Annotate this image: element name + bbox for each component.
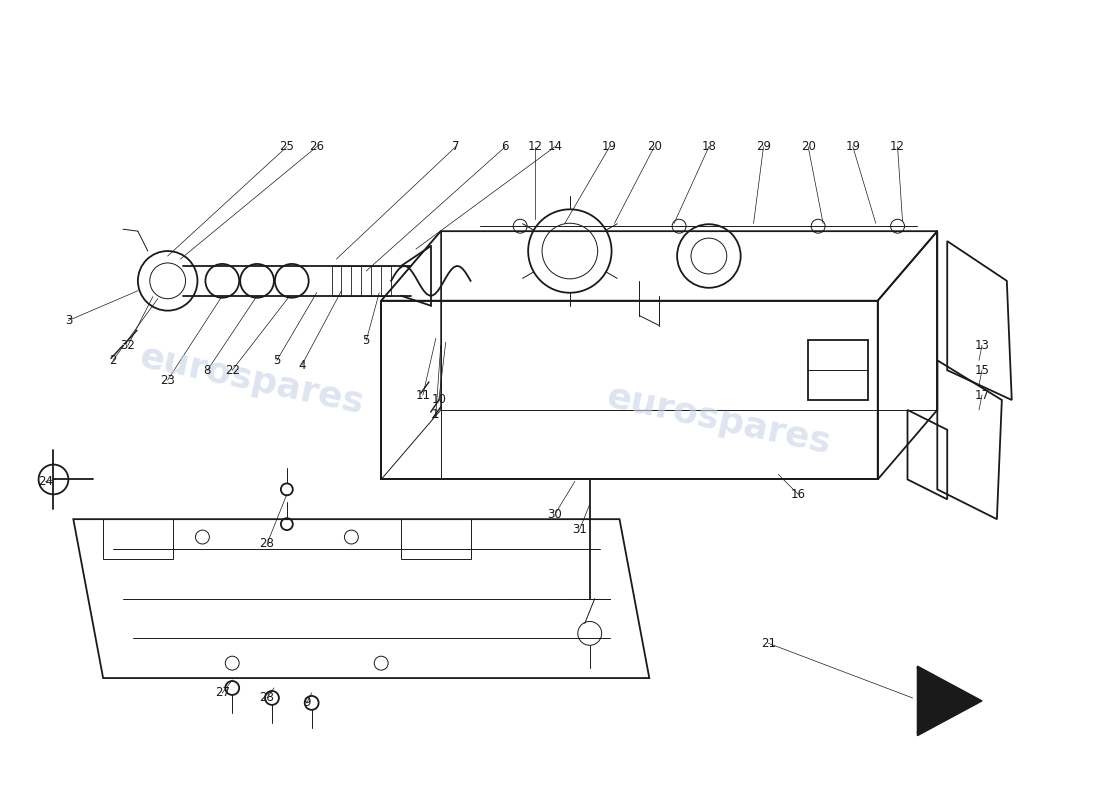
Text: 29: 29 — [756, 140, 771, 154]
Text: 19: 19 — [846, 140, 860, 154]
Text: 6: 6 — [502, 140, 509, 154]
Text: 18: 18 — [702, 140, 716, 154]
Text: 13: 13 — [975, 339, 989, 352]
Text: 4: 4 — [298, 358, 306, 372]
Text: 2: 2 — [109, 354, 117, 366]
Text: 7: 7 — [452, 140, 460, 154]
Text: 31: 31 — [572, 522, 587, 535]
Text: 8: 8 — [204, 364, 211, 377]
Text: 19: 19 — [602, 140, 617, 154]
Text: 21: 21 — [761, 637, 776, 650]
Text: 5: 5 — [363, 334, 370, 347]
Text: 12: 12 — [528, 140, 542, 154]
Text: 28: 28 — [260, 538, 274, 550]
Text: 30: 30 — [548, 508, 562, 521]
Polygon shape — [917, 666, 982, 736]
Text: 10: 10 — [431, 394, 447, 406]
Text: 26: 26 — [309, 140, 324, 154]
Text: 11: 11 — [416, 389, 430, 402]
Text: 9: 9 — [302, 696, 310, 710]
Text: 17: 17 — [975, 389, 990, 402]
Text: 25: 25 — [279, 140, 295, 154]
Text: 27: 27 — [214, 686, 230, 699]
Text: 5: 5 — [273, 354, 280, 366]
Text: 16: 16 — [791, 488, 806, 501]
Text: 15: 15 — [975, 364, 989, 377]
Text: 14: 14 — [548, 140, 562, 154]
Text: 1: 1 — [432, 408, 440, 422]
Text: 20: 20 — [801, 140, 815, 154]
Text: eurospares: eurospares — [604, 379, 834, 460]
Text: eurospares: eurospares — [136, 340, 367, 421]
Text: 23: 23 — [161, 374, 175, 386]
Text: 3: 3 — [65, 314, 73, 327]
Text: 28: 28 — [260, 691, 274, 705]
Text: 20: 20 — [647, 140, 662, 154]
Text: 22: 22 — [224, 364, 240, 377]
Text: 32: 32 — [121, 339, 135, 352]
Text: 12: 12 — [890, 140, 905, 154]
Text: 24: 24 — [39, 475, 53, 488]
